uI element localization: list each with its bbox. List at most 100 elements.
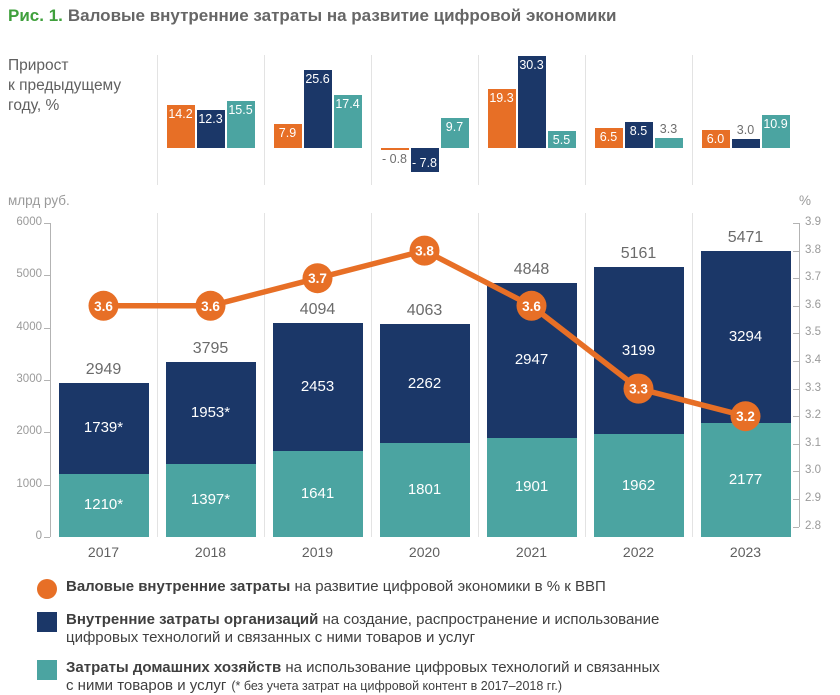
total-label: 5161 bbox=[620, 244, 657, 262]
x-axis-year-label: 2017 bbox=[87, 544, 120, 560]
segment-label-households: 1210* bbox=[83, 496, 124, 514]
column-separator bbox=[478, 55, 479, 185]
growth-bar-label: 15.5 bbox=[228, 102, 253, 117]
x-axis-year-label: 2019 bbox=[301, 544, 334, 560]
growth-bar-teal bbox=[761, 114, 790, 148]
column-separator bbox=[478, 213, 479, 537]
legend-bold-households: Затраты домашних хозяйств bbox=[66, 659, 282, 676]
right-axis-tick-label: 3.8 bbox=[805, 243, 821, 256]
left-axis-tick-label: 3000 bbox=[16, 373, 42, 385]
left-axis-tick bbox=[44, 537, 50, 538]
stack-segment-households bbox=[272, 451, 363, 537]
growth-bar-navy bbox=[517, 55, 546, 148]
growth-bar-teal bbox=[547, 131, 576, 148]
growth-bar-navy bbox=[303, 69, 332, 148]
stack-segment-households bbox=[593, 434, 684, 537]
legend-line2-households: с ними товаров и услуг bbox=[66, 677, 227, 694]
growth-bar-orange bbox=[166, 104, 195, 148]
column-separator bbox=[371, 213, 372, 537]
x-axis-year-label: 2023 bbox=[729, 544, 762, 560]
column-separator bbox=[264, 55, 265, 185]
growth-bar-teal bbox=[654, 137, 683, 148]
legend-item-gdp-share: Валовые внутренние затраты на развитие ц… bbox=[37, 578, 797, 599]
left-axis-tick bbox=[44, 327, 50, 329]
left-axis-tick bbox=[44, 432, 50, 434]
stack-segment-households bbox=[165, 463, 256, 537]
right-axis-tick bbox=[793, 361, 799, 362]
legend-marker-circle-orange bbox=[37, 579, 57, 599]
legend-marker-square-navy bbox=[37, 612, 57, 632]
growth-bar-navy bbox=[410, 148, 439, 172]
segment-label-households: 2177 bbox=[728, 471, 763, 489]
left-axis-tick bbox=[44, 380, 50, 381]
growth-bar-orange bbox=[273, 123, 302, 148]
column-separator bbox=[157, 55, 158, 185]
column-separator bbox=[585, 55, 586, 185]
right-axis-tick-label: 3.6 bbox=[805, 298, 821, 311]
right-axis-tick bbox=[793, 223, 799, 224]
growth-bar-teal bbox=[226, 100, 255, 148]
legend-footnote: (* без учета затрат на цифровой контент … bbox=[231, 679, 563, 693]
stack-segment-households bbox=[486, 437, 577, 537]
growth-bar-navy bbox=[624, 122, 653, 148]
right-axis-tick bbox=[793, 250, 799, 252]
legend-item-organizations: Внутренние затраты организаций на создан… bbox=[37, 611, 797, 647]
segment-label-organizations: 3294 bbox=[728, 327, 763, 345]
x-axis-year-label: 2022 bbox=[622, 544, 655, 560]
segment-label-households: 1801 bbox=[407, 480, 442, 498]
legend-line2-organizations: цифровых технологий и связанных с ними т… bbox=[66, 629, 476, 646]
right-axis-tick-label: 3.5 bbox=[805, 326, 821, 339]
segment-label-organizations: 2947 bbox=[514, 351, 549, 369]
growth-bar-label: 7.9 bbox=[278, 125, 297, 140]
growth-bar-label: 3.0 bbox=[736, 122, 755, 137]
figure-number: Рис. 1. bbox=[8, 6, 63, 25]
left-axis-tick bbox=[44, 275, 50, 277]
growth-bar-label: 10.9 bbox=[763, 116, 788, 131]
right-axis-tick-label: 3.2 bbox=[805, 409, 821, 422]
total-label: 4094 bbox=[299, 300, 336, 318]
legend-rest-organizations: на создание, распространение и использов… bbox=[318, 611, 660, 628]
chart-legend: Валовые внутренние затраты на развитие ц… bbox=[37, 578, 797, 695]
growth-bar-orange bbox=[487, 89, 516, 148]
growth-chart-title: Прирост к предыдущему году, % bbox=[8, 56, 121, 116]
segment-label-organizations: 1739* bbox=[83, 419, 124, 437]
x-axis-year-label: 2021 bbox=[515, 544, 548, 560]
growth-bar-label: - 7.8 bbox=[411, 155, 437, 170]
growth-bar-label: 14.2 bbox=[168, 106, 193, 121]
right-axis-tick bbox=[793, 278, 799, 280]
right-axis-unit-label: % bbox=[799, 193, 812, 208]
growth-bar-label: 6.5 bbox=[599, 130, 618, 145]
column-separator bbox=[371, 55, 372, 185]
growth-bar-teal bbox=[333, 94, 362, 148]
right-axis-tick-label: 3.1 bbox=[805, 436, 821, 449]
legend-bold-organizations: Внутренние затраты организаций bbox=[66, 611, 319, 628]
stack-segment-households bbox=[700, 423, 791, 537]
segment-label-households: 1641 bbox=[300, 485, 335, 503]
growth-chart-title-line2: к предыдущему bbox=[8, 77, 122, 94]
right-axis-tick bbox=[793, 416, 799, 418]
right-axis-tick bbox=[793, 443, 799, 445]
total-label: 4063 bbox=[406, 302, 443, 320]
right-axis-tick bbox=[793, 388, 799, 390]
growth-bar-orange bbox=[594, 128, 623, 148]
legend-text-households: Затраты домашних хозяйств на использован… bbox=[66, 659, 660, 695]
x-axis-year-label: 2020 bbox=[408, 544, 441, 560]
figure-title: Рис. 1. Валовые внутренние затраты на раз… bbox=[8, 6, 616, 26]
column-separator bbox=[264, 213, 265, 537]
growth-bar-label: 5.5 bbox=[552, 133, 571, 148]
growth-bar-label: 8.5 bbox=[629, 124, 648, 139]
right-axis-tick-label: 3.9 bbox=[805, 216, 821, 228]
right-axis-tick bbox=[793, 305, 799, 307]
column-separator bbox=[692, 213, 693, 537]
left-axis-tick-label: 6000 bbox=[16, 216, 42, 228]
column-separator bbox=[585, 213, 586, 537]
total-label: 4848 bbox=[513, 261, 550, 279]
right-axis-tick-label: 2.8 bbox=[805, 519, 821, 532]
column-separator bbox=[157, 213, 158, 537]
growth-bar-label: 25.6 bbox=[305, 71, 330, 86]
growth-bar-navy bbox=[731, 138, 760, 148]
column-separator bbox=[692, 55, 693, 185]
growth-bar-navy bbox=[196, 110, 225, 148]
legend-item-households: Затраты домашних хозяйств на использован… bbox=[37, 659, 797, 695]
total-label: 2949 bbox=[85, 360, 122, 378]
